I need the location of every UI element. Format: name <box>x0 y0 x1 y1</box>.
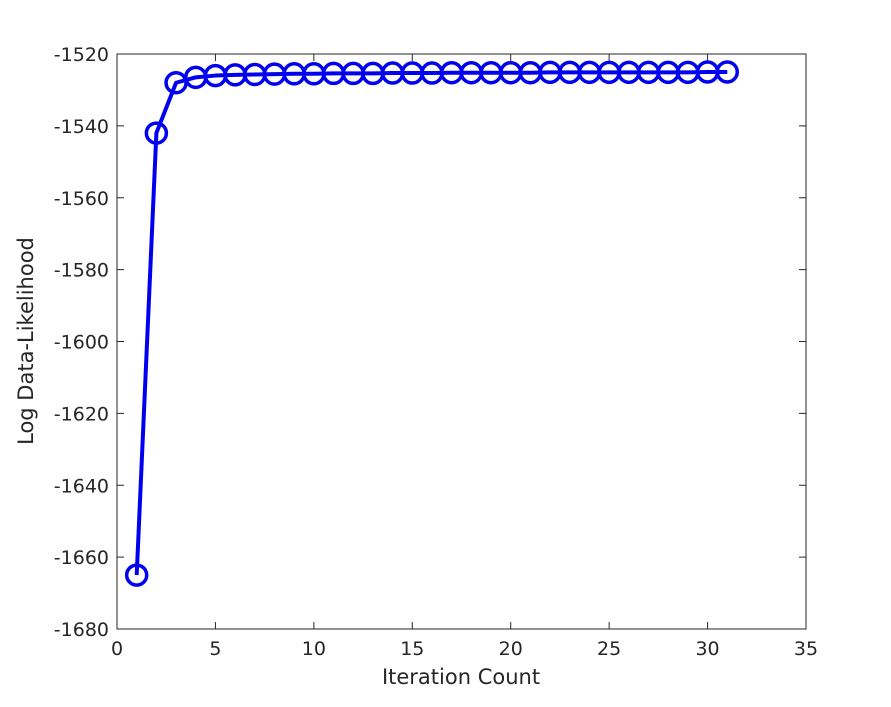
y-tick-label: -1640 <box>54 475 109 497</box>
series-layer <box>124 60 740 587</box>
x-tick-label: 5 <box>209 638 221 660</box>
x-axis-label: Iteration Count <box>382 665 540 689</box>
plot-area <box>116 53 807 630</box>
data-point-marker <box>124 563 149 587</box>
data-point-marker <box>144 121 169 145</box>
y-tick-label: -1580 <box>54 260 109 282</box>
series-line <box>134 69 728 576</box>
x-tick-label: 25 <box>597 638 621 660</box>
y-tick-label: -1560 <box>54 188 109 210</box>
y-tick-label: -1520 <box>54 44 109 66</box>
x-tick-label: 20 <box>499 638 523 660</box>
y-tick-label: -1620 <box>54 403 109 425</box>
x-tick-label: 0 <box>111 638 123 660</box>
axis-ticks: 0 5 10 15 20 25 30 35 -1680 -1660 -1640 -1620 -1600 -… <box>54 44 818 660</box>
data-point-marker <box>715 60 740 84</box>
y-tick-label: -1540 <box>54 116 109 138</box>
y-tick-label: -1660 <box>54 547 109 569</box>
y-tick-label: -1600 <box>54 332 109 354</box>
x-tick-label: 35 <box>794 638 818 660</box>
y-tick-label: -1680 <box>54 619 109 641</box>
x-tick-label: 10 <box>302 638 326 660</box>
x-tick-label: 30 <box>695 638 719 660</box>
x-tick-label: 15 <box>400 638 424 660</box>
y-axis-label: Log Data-Likelihood <box>14 237 38 445</box>
